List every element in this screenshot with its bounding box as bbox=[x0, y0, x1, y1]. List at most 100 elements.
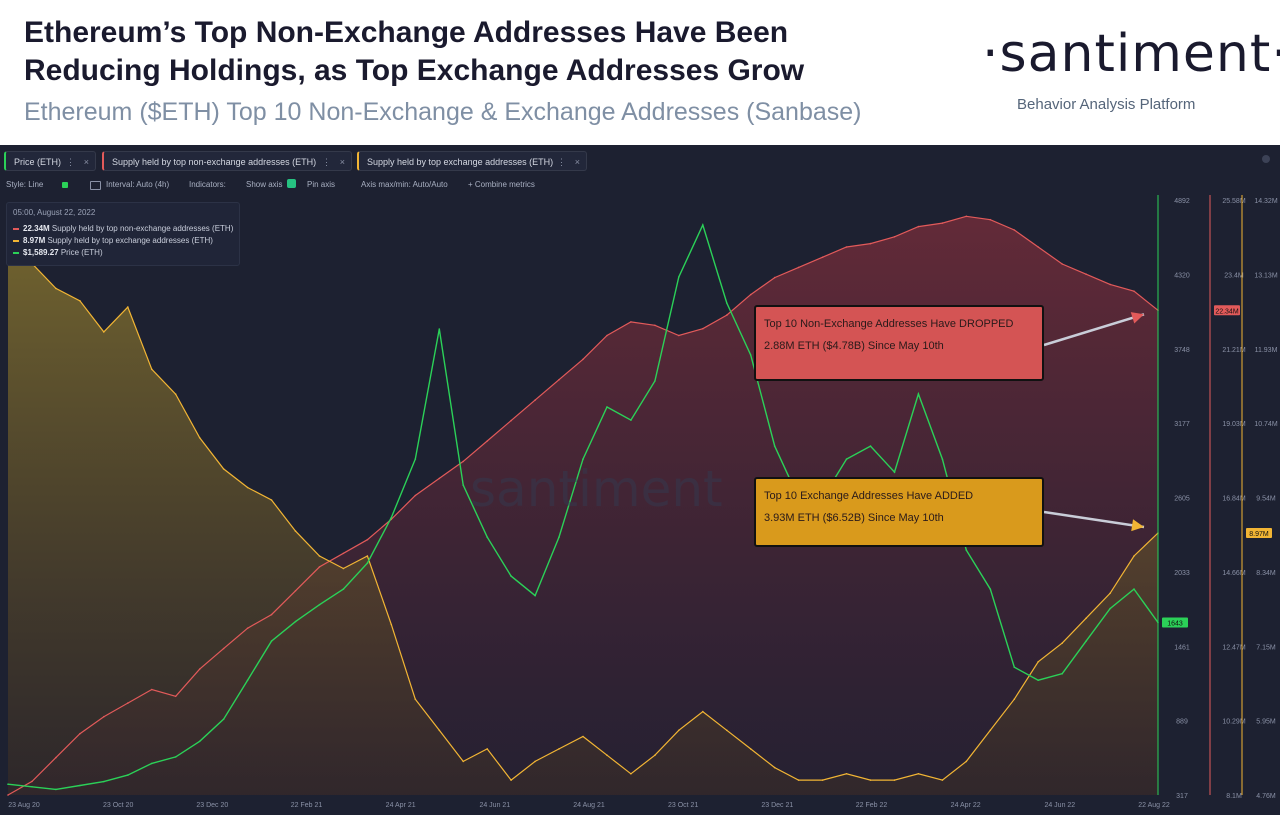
y-tick-label-nonexchange: 21.21M bbox=[1222, 347, 1246, 354]
chart-header: Ethereum’s Top Non-Exchange Addresses Ha… bbox=[0, 0, 1280, 145]
point-price bbox=[438, 328, 441, 330]
more-icon[interactable]: ⋮ bbox=[66, 157, 75, 167]
point-exchange bbox=[941, 779, 944, 781]
point-nonexchange bbox=[1109, 283, 1111, 286]
point-exchange bbox=[151, 368, 153, 371]
metric-chip-price[interactable]: Price (ETH) ⋮ × bbox=[4, 151, 96, 171]
point-exchange bbox=[246, 486, 249, 489]
legend-row-price: $1,589.27 Price (ETH) bbox=[13, 248, 103, 257]
point-exchange bbox=[127, 306, 129, 308]
point-nonexchange bbox=[151, 688, 153, 691]
show-axis-checkbox[interactable] bbox=[287, 179, 296, 188]
legend-date: 05:00, August 22, 2022 bbox=[13, 208, 96, 217]
point-nonexchange bbox=[534, 399, 536, 401]
point-price bbox=[318, 603, 321, 606]
options-bar: Style: Line Interval: Auto (4h) Indicato… bbox=[0, 178, 1280, 194]
interval-select[interactable]: Interval: Auto (4h) bbox=[106, 180, 170, 189]
x-tick-label: 23 Aug 20 bbox=[8, 802, 40, 809]
point-price bbox=[1061, 672, 1063, 675]
point-price bbox=[246, 679, 249, 681]
point-price bbox=[1013, 666, 1016, 668]
point-exchange bbox=[366, 555, 369, 557]
point-exchange bbox=[893, 779, 896, 781]
point-nonexchange bbox=[79, 732, 81, 735]
y-tick-label-price: 3748 bbox=[1174, 347, 1190, 354]
current-value-badge-nonexchange bbox=[1214, 305, 1240, 316]
point-nonexchange bbox=[606, 334, 608, 337]
legend-swatch-nonexchange bbox=[13, 227, 19, 230]
annotation-nonexchange-line2: 2.88M ETH ($4.78B) Since May 10th bbox=[764, 340, 944, 352]
y-tick-label-nonexchange: 14.66M bbox=[1222, 570, 1246, 577]
panel-settings-icon[interactable] bbox=[1262, 155, 1270, 163]
point-nonexchange bbox=[845, 246, 848, 248]
point-nonexchange bbox=[797, 266, 800, 269]
point-nonexchange bbox=[366, 538, 369, 541]
legend-row-exchange: 8.97M Supply held by top exchange addres… bbox=[13, 236, 213, 245]
point-exchange bbox=[510, 779, 512, 781]
point-price bbox=[749, 354, 752, 356]
point-price bbox=[678, 276, 680, 278]
point-exchange bbox=[414, 698, 417, 700]
annotation-exchange-line1: Top 10 Exchange Addresses Have ADDED bbox=[764, 490, 974, 502]
close-icon[interactable]: × bbox=[339, 157, 345, 167]
legend-exchange-text: Supply held by top exchange addresses (E… bbox=[47, 236, 213, 245]
point-nonexchange bbox=[917, 225, 920, 228]
brand-logo: ·santiment· bbox=[982, 24, 1280, 84]
point-price bbox=[174, 756, 177, 758]
y-tick-label-nonexchange: 12.47M bbox=[1222, 644, 1246, 651]
style-select[interactable]: Style: Line bbox=[6, 180, 44, 189]
close-icon[interactable]: × bbox=[83, 157, 89, 167]
x-tick-label: 22 Feb 21 bbox=[291, 802, 323, 809]
y-tick-label-price: 317 bbox=[1176, 793, 1188, 800]
point-exchange bbox=[726, 729, 728, 732]
close-icon[interactable]: × bbox=[574, 157, 580, 167]
point-exchange bbox=[606, 754, 608, 756]
point-nonexchange bbox=[582, 358, 584, 361]
point-exchange bbox=[749, 748, 752, 750]
more-icon[interactable]: ⋮ bbox=[557, 157, 566, 167]
point-price bbox=[582, 458, 584, 460]
metric-chip-nonexchange[interactable]: Supply held by top non-exchange addresse… bbox=[102, 151, 352, 171]
y-tick-label-exchange: 10.74M bbox=[1254, 421, 1278, 428]
point-exchange bbox=[222, 468, 225, 470]
point-exchange bbox=[174, 393, 177, 395]
indicators-select[interactable]: Indicators: bbox=[189, 180, 226, 189]
point-nonexchange bbox=[246, 627, 249, 629]
x-tick-label: 23 Dec 21 bbox=[761, 802, 793, 809]
current-value-label-price: 1643 bbox=[1167, 621, 1183, 628]
pin-axis-toggle[interactable]: Pin axis bbox=[307, 180, 336, 189]
point-nonexchange bbox=[510, 419, 512, 422]
y-tick-label-price: 889 bbox=[1176, 719, 1188, 726]
point-nonexchange bbox=[941, 222, 944, 224]
color-swatch[interactable] bbox=[62, 182, 68, 188]
point-price bbox=[534, 594, 536, 597]
point-nonexchange bbox=[773, 276, 776, 279]
y-tick-label-exchange: 11.93M bbox=[1255, 347, 1278, 354]
legend-price-text: Price (ETH) bbox=[60, 248, 103, 257]
point-price bbox=[222, 718, 225, 720]
y-tick-label-price: 2033 bbox=[1174, 570, 1190, 577]
legend-nonexchange-value: 22.34M bbox=[23, 224, 50, 233]
y-tick-label-exchange: 7.15M bbox=[1256, 644, 1276, 651]
legend-swatch-exchange bbox=[13, 239, 19, 242]
point-price bbox=[869, 445, 872, 447]
point-exchange bbox=[773, 766, 776, 769]
x-tick-label: 24 Apr 21 bbox=[386, 802, 416, 809]
point-exchange bbox=[55, 287, 57, 290]
point-nonexchange bbox=[893, 236, 896, 238]
annotation-nonexchange: Top 10 Non-Exchange Addresses Have DROPP… bbox=[754, 305, 1044, 381]
point-exchange bbox=[294, 530, 297, 532]
more-icon[interactable]: ⋮ bbox=[322, 157, 331, 167]
arrow-exchange-head bbox=[1131, 519, 1144, 532]
calendar-icon[interactable] bbox=[90, 181, 101, 190]
point-price bbox=[845, 458, 848, 460]
point-exchange bbox=[1109, 592, 1111, 595]
point-exchange bbox=[1085, 617, 1087, 619]
point-price bbox=[1133, 588, 1135, 590]
page-title: Ethereum’s Top Non-Exchange Addresses Ha… bbox=[24, 14, 924, 90]
point-price bbox=[55, 788, 57, 791]
axis-minmax-select[interactable]: Axis max/min: Auto/Auto bbox=[361, 180, 448, 189]
combine-metrics-button[interactable]: + Combine metrics bbox=[468, 180, 535, 189]
metric-chip-exchange[interactable]: Supply held by top exchange addresses (E… bbox=[357, 151, 587, 171]
point-exchange bbox=[989, 729, 992, 732]
